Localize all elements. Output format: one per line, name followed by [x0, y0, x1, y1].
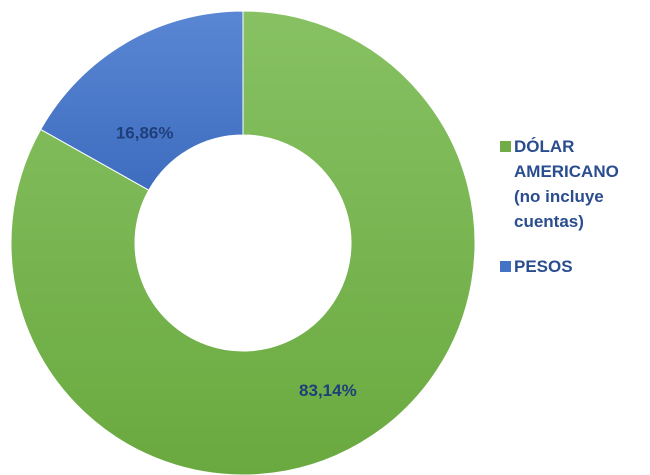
- legend-swatch: [500, 141, 511, 152]
- slice: [40, 10, 244, 191]
- legend-label: DÓLAR AMERICANO (no incluye cuentas): [514, 137, 619, 231]
- legend-item: DÓLAR AMERICANO (no incluye cuentas): [500, 136, 650, 234]
- data-label: 83,14%: [299, 381, 357, 400]
- slice: [10, 10, 476, 475]
- legend: DÓLAR AMERICANO (no incluye cuentas) PESO…: [500, 136, 650, 301]
- legend-swatch: [500, 261, 511, 272]
- legend-item: PESOS: [500, 256, 650, 279]
- legend-label: PESOS: [514, 257, 573, 276]
- data-label: 16,86%: [116, 124, 174, 143]
